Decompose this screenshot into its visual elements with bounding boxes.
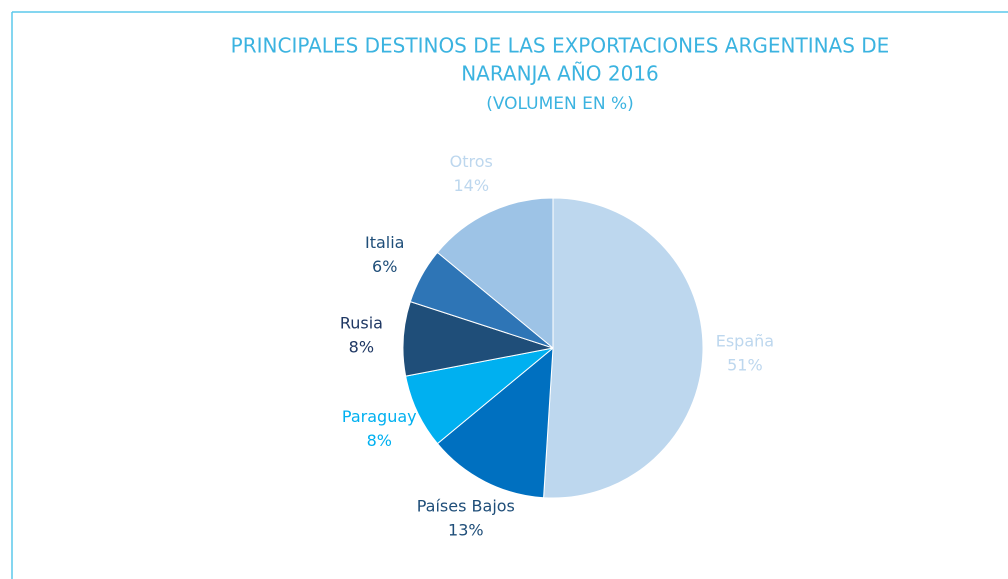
value-label: 14%	[453, 176, 489, 195]
pie-slice	[436, 197, 554, 350]
slice-label: Otros	[450, 152, 493, 171]
pie-slice	[436, 346, 554, 499]
value-label: 8%	[349, 337, 374, 356]
slice-label: Paraguay	[342, 407, 417, 426]
slice-label: Rusia	[340, 313, 383, 332]
pie-slice	[543, 197, 704, 499]
value-label: 51%	[727, 356, 763, 375]
chart-title-line: PRINCIPALES DESTINOS DE LAS EXPORTACIONE…	[231, 34, 890, 58]
slice-label: Países Bajos	[417, 497, 515, 516]
chart-subtitle: (VOLUMEN EN %)	[486, 94, 634, 114]
value-label: 8%	[367, 431, 392, 450]
slice-label: Italia	[365, 233, 405, 252]
value-label: 6%	[372, 257, 397, 276]
slice-label: España	[716, 332, 774, 351]
value-label: 13%	[448, 521, 484, 540]
chart-title-line: NARANJA AÑO 2016	[461, 62, 659, 86]
